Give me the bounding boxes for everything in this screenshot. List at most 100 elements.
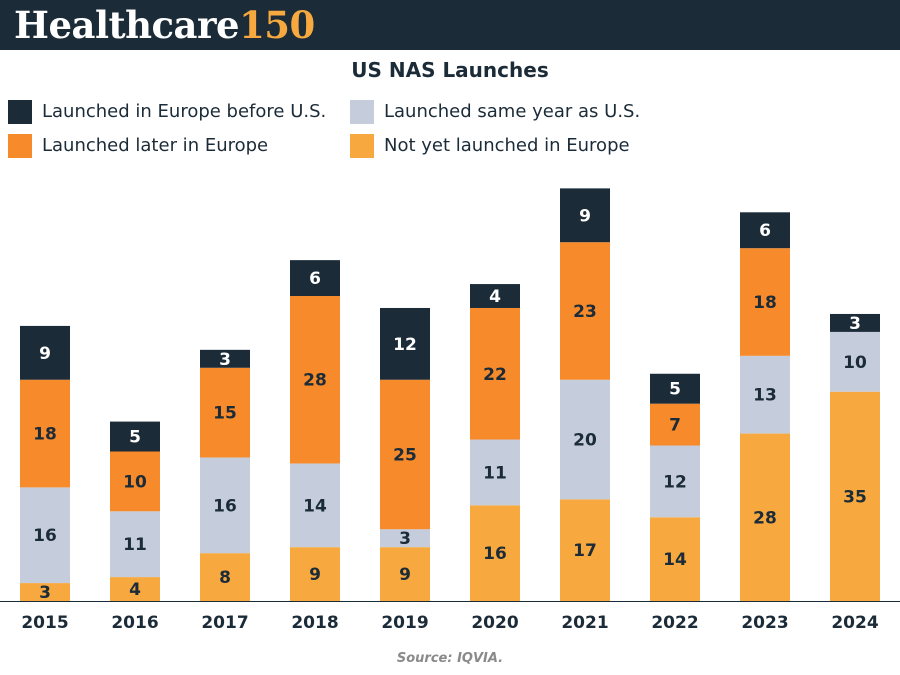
bar-2018-launched-in-europe-before-u-s xyxy=(290,260,340,297)
bar-2021-launched-later-in-europe xyxy=(560,242,610,380)
bar-2016-launched-same-year-as-u-s xyxy=(110,511,160,578)
bar-2015-launched-in-europe-before-u-s xyxy=(20,325,70,380)
data-label-2015-launched-in-europe-before-u-s: 9 xyxy=(39,344,51,364)
data-label-2018-not-yet-launched-in-europe: 9 xyxy=(309,565,321,585)
x-tick-label-2016: 2016 xyxy=(111,613,158,633)
data-label-2024-not-yet-launched-in-europe: 35 xyxy=(843,487,867,507)
chart-title: US NAS Launches xyxy=(351,58,549,82)
data-label-2023-not-yet-launched-in-europe: 28 xyxy=(753,508,777,528)
brand-number: 150 xyxy=(239,3,315,47)
data-label-2018-launched-in-europe-before-u-s: 6 xyxy=(309,269,321,289)
data-label-2019-launched-same-year-as-u-s: 3 xyxy=(399,529,411,549)
legend-label-later: Launched later in Europe xyxy=(42,135,269,156)
bar-2022-not-yet-launched-in-europe xyxy=(650,517,700,601)
data-label-2015-launched-later-in-europe: 18 xyxy=(33,425,57,445)
x-tick-label-2022: 2022 xyxy=(651,613,698,633)
bar-2022-launched-later-in-europe xyxy=(650,403,700,446)
brand-logo: Healthcare150 xyxy=(14,2,315,48)
bar-2015-launched-same-year-as-u-s xyxy=(20,487,70,584)
bar-2024-not-yet-launched-in-europe xyxy=(830,391,880,601)
data-label-2022-launched-later-in-europe: 7 xyxy=(669,416,681,436)
bar-2023-launched-same-year-as-u-s xyxy=(740,355,790,434)
data-label-2016-not-yet-launched-in-europe: 4 xyxy=(129,580,141,600)
data-label-2020-launched-same-year-as-u-s: 11 xyxy=(483,463,507,483)
bar-2016-launched-later-in-europe xyxy=(110,451,160,512)
data-label-2015-launched-same-year-as-u-s: 16 xyxy=(33,526,57,546)
data-label-2017-not-yet-launched-in-europe: 8 xyxy=(219,568,231,588)
bar-2021-launched-same-year-as-u-s xyxy=(560,379,610,500)
data-label-2018-launched-later-in-europe: 28 xyxy=(303,371,327,391)
bar-2015-not-yet-launched-in-europe xyxy=(20,583,70,601)
source-note: Source: IQVIA. xyxy=(396,651,504,666)
legend-label-before-us: Launched in Europe before U.S. xyxy=(42,101,327,122)
bar-2021-launched-in-europe-before-u-s xyxy=(560,188,610,243)
bar-2023-launched-later-in-europe xyxy=(740,248,790,356)
bar-2016-launched-in-europe-before-u-s xyxy=(110,421,160,452)
bar-2017-launched-later-in-europe xyxy=(200,367,250,458)
bar-2018-launched-same-year-as-u-s xyxy=(290,463,340,548)
brand-name: Healthcare xyxy=(14,3,240,47)
data-label-2022-launched-in-europe-before-u-s: 5 xyxy=(669,380,681,400)
data-label-2017-launched-same-year-as-u-s: 16 xyxy=(213,496,237,516)
x-tick-label-2020: 2020 xyxy=(471,613,518,633)
x-tick-label-2023: 2023 xyxy=(741,613,788,633)
bar-2015-launched-later-in-europe xyxy=(20,379,70,488)
bar-2017-not-yet-launched-in-europe xyxy=(200,553,250,601)
data-label-2019-launched-later-in-europe: 25 xyxy=(393,445,417,465)
data-label-2021-launched-same-year-as-u-s: 20 xyxy=(573,431,597,451)
bar-2017-launched-same-year-as-u-s xyxy=(200,457,250,554)
data-label-2017-launched-later-in-europe: 15 xyxy=(213,404,237,424)
data-label-2020-not-yet-launched-in-europe: 16 xyxy=(483,544,507,564)
bar-2021-not-yet-launched-in-europe xyxy=(560,499,610,601)
x-tick-label-2024: 2024 xyxy=(831,613,878,633)
data-label-2024-launched-same-year-as-u-s: 10 xyxy=(843,353,867,373)
data-label-2016-launched-later-in-europe: 10 xyxy=(123,472,147,492)
bar-2019-launched-later-in-europe xyxy=(380,379,430,530)
bar-2022-launched-in-europe-before-u-s xyxy=(650,373,700,404)
bar-2020-launched-later-in-europe xyxy=(470,307,520,440)
x-tick-label-2019: 2019 xyxy=(381,613,428,633)
legend-label-same-year: Launched same year as U.S. xyxy=(384,101,641,122)
data-label-2024-launched-in-europe-before-u-s: 3 xyxy=(849,314,861,334)
data-label-2021-launched-in-europe-before-u-s: 9 xyxy=(579,206,591,226)
x-tick-label-2015: 2015 xyxy=(21,613,68,633)
x-tick-label-2021: 2021 xyxy=(561,613,608,633)
legend-swatch-not-yet xyxy=(350,134,374,158)
legend-swatch-later xyxy=(8,134,32,158)
data-label-2016-launched-in-europe-before-u-s: 5 xyxy=(129,428,141,448)
bar-2023-launched-in-europe-before-u-s xyxy=(740,212,790,249)
data-label-2022-launched-same-year-as-u-s: 12 xyxy=(663,472,687,492)
legend-swatch-same-year xyxy=(350,100,374,124)
bar-2018-not-yet-launched-in-europe xyxy=(290,547,340,601)
bar-2017-launched-in-europe-before-u-s xyxy=(200,349,250,368)
legend-swatch-before-us xyxy=(8,100,32,124)
data-label-2023-launched-same-year-as-u-s: 13 xyxy=(753,386,777,406)
data-label-2019-not-yet-launched-in-europe: 9 xyxy=(399,565,411,585)
legend-label-not-yet: Not yet launched in Europe xyxy=(384,135,630,156)
bar-2023-not-yet-launched-in-europe xyxy=(740,433,790,601)
bar-2024-launched-same-year-as-u-s xyxy=(830,331,880,392)
bar-2020-launched-in-europe-before-u-s xyxy=(470,284,520,308)
bar-2019-launched-same-year-as-u-s xyxy=(380,529,430,548)
bar-2016-not-yet-launched-in-europe xyxy=(110,577,160,601)
data-label-2021-launched-later-in-europe: 23 xyxy=(573,302,597,322)
x-tick-label-2018: 2018 xyxy=(291,613,338,633)
data-label-2023-launched-in-europe-before-u-s: 6 xyxy=(759,221,771,241)
header-bar: Healthcare150 xyxy=(0,0,900,50)
data-label-2019-launched-in-europe-before-u-s: 12 xyxy=(393,335,417,355)
data-label-2017-launched-in-europe-before-u-s: 3 xyxy=(219,350,231,370)
data-label-2016-launched-same-year-as-u-s: 11 xyxy=(123,535,147,555)
data-label-2020-launched-later-in-europe: 22 xyxy=(483,365,507,385)
data-label-2021-not-yet-launched-in-europe: 17 xyxy=(573,541,597,561)
bar-2022-launched-same-year-as-u-s xyxy=(650,445,700,518)
x-tick-label-2017: 2017 xyxy=(201,613,248,633)
bar-2019-launched-in-europe-before-u-s xyxy=(380,307,430,380)
bar-2020-launched-same-year-as-u-s xyxy=(470,439,520,506)
bar-2024-launched-in-europe-before-u-s xyxy=(830,313,880,332)
data-label-2022-not-yet-launched-in-europe: 14 xyxy=(663,550,687,570)
data-label-2020-launched-in-europe-before-u-s: 4 xyxy=(489,287,501,307)
data-label-2018-launched-same-year-as-u-s: 14 xyxy=(303,496,327,516)
bar-2020-not-yet-launched-in-europe xyxy=(470,505,520,601)
bar-2018-launched-later-in-europe xyxy=(290,296,340,464)
bar-2019-not-yet-launched-in-europe xyxy=(380,547,430,601)
